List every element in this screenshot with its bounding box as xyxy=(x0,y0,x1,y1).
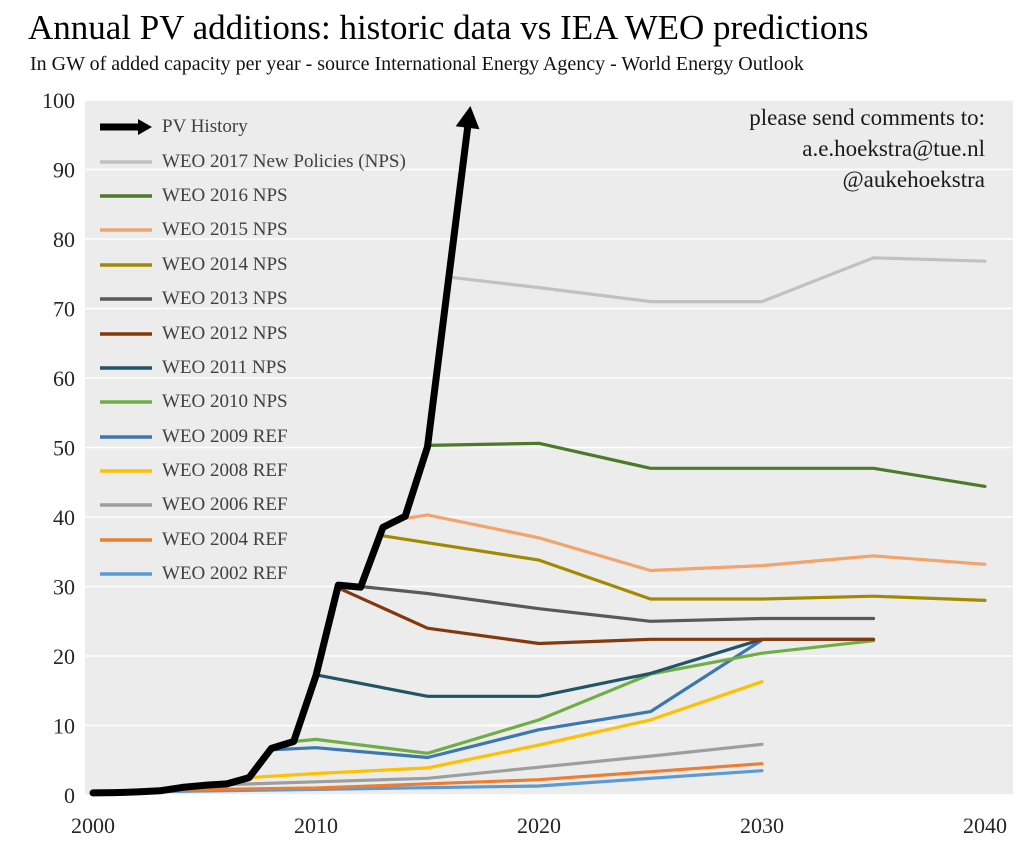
legend-line-swatch xyxy=(100,297,152,301)
legend-item-weo-2011-nps: WEO 2011 NPS xyxy=(100,351,406,385)
series-line-weo-2015-nps xyxy=(403,513,987,573)
y-tick-label: 50 xyxy=(53,436,75,461)
series-line-weo-2016-nps xyxy=(425,441,987,488)
legend-line-swatch xyxy=(100,434,152,439)
legend-line-swatch xyxy=(100,503,152,508)
legend-item-weo-2013-nps: WEO 2013 NPS xyxy=(100,282,406,316)
legend-line-swatch xyxy=(100,194,152,198)
legend-label: WEO 2002 REF xyxy=(162,563,288,585)
legend-item-weo-2012-nps: WEO 2012 NPS xyxy=(100,316,406,350)
legend: PV History WEO 2017 New Policies (NPS) WEO… xyxy=(100,110,406,591)
legend-item-weo-2017-new-policies-nps: WEO 2017 New Policies (NPS) xyxy=(100,144,406,178)
legend-label: WEO 2015 NPS xyxy=(162,219,288,241)
y-tick-label: 40 xyxy=(53,505,75,530)
legend-line-swatch xyxy=(100,469,152,473)
y-tick-label: 0 xyxy=(64,783,75,808)
y-tick-label: 90 xyxy=(53,158,75,183)
annotation-line-2: a.e.hoekstra@tue.nl xyxy=(802,136,985,161)
x-tick-label: 2040 xyxy=(963,813,1007,838)
legend-item-weo-2015-nps: WEO 2015 NPS xyxy=(100,213,406,247)
y-tick-label: 30 xyxy=(53,575,75,600)
annotation-line-3: @aukehoekstra xyxy=(842,167,985,192)
legend-item-weo-2002-ref: WEO 2002 REF xyxy=(100,557,406,591)
legend-item-weo-2009-ref: WEO 2009 REF xyxy=(100,420,406,454)
series-line-weo-2006-ref xyxy=(202,742,764,787)
pv-history-arrowhead xyxy=(455,106,480,130)
series-line-weo-2008-ref xyxy=(247,680,764,780)
legend-label: PV History xyxy=(162,116,248,138)
legend-line-swatch xyxy=(100,159,152,164)
legend-line-swatch xyxy=(100,572,152,577)
x-tick-label: 2030 xyxy=(740,813,784,838)
chart-title: Annual PV additions: historic data vs IE… xyxy=(28,8,869,47)
legend-label: WEO 2012 NPS xyxy=(162,322,288,344)
legend-item-weo-2014-nps: WEO 2014 NPS xyxy=(100,248,406,282)
legend-arrow-swatch xyxy=(100,119,152,136)
legend-item-pv-history: PV History xyxy=(100,110,406,144)
x-tick-label: 2000 xyxy=(71,813,115,838)
legend-item-weo-2016-nps: WEO 2016 NPS xyxy=(100,179,406,213)
annotation-line-1: please send comments to: xyxy=(749,105,985,130)
annotation-note: please send comments to: a.e.hoekstra@tu… xyxy=(749,102,985,195)
x-tick-label: 2010 xyxy=(294,813,338,838)
legend-line-swatch xyxy=(100,538,152,542)
legend-label: WEO 2014 NPS xyxy=(162,253,288,275)
legend-label: WEO 2016 NPS xyxy=(162,184,288,206)
series-line-weo-2017-new-policies-nps xyxy=(448,256,987,304)
legend-line-swatch xyxy=(100,366,152,370)
series-line-weo-2012-nps xyxy=(336,586,876,646)
legend-label: WEO 2010 NPS xyxy=(162,391,288,413)
series-line-pv-history xyxy=(89,124,472,797)
legend-label: WEO 2004 REF xyxy=(162,528,288,550)
legend-line-swatch xyxy=(100,263,152,267)
y-tick-label: 70 xyxy=(53,297,75,322)
series-line-weo-2014-nps xyxy=(381,534,987,603)
series-line-weo-2009-ref xyxy=(269,638,764,760)
chart-subtitle: In GW of added capacity per year - sourc… xyxy=(30,53,804,75)
y-tick-label: 20 xyxy=(53,644,75,669)
x-tick-label: 2020 xyxy=(517,813,561,838)
y-tick-label: 10 xyxy=(53,714,75,739)
series-line-weo-2013-nps xyxy=(359,584,876,623)
y-tick-label: 60 xyxy=(53,366,75,391)
series-line-weo-2004-ref xyxy=(158,762,764,792)
legend-label: WEO 2006 REF xyxy=(162,494,288,516)
legend-label: WEO 2009 REF xyxy=(162,425,288,447)
legend-label: WEO 2013 NPS xyxy=(162,288,288,310)
legend-item-weo-2008-ref: WEO 2008 REF xyxy=(100,454,406,488)
legend-line-swatch xyxy=(100,400,152,405)
legend-line-swatch xyxy=(100,228,152,233)
legend-label: WEO 2017 New Policies (NPS) xyxy=(162,150,406,172)
legend-item-weo-2006-ref: WEO 2006 REF xyxy=(100,488,406,522)
legend-label: WEO 2008 REF xyxy=(162,460,288,482)
legend-line-swatch xyxy=(100,331,152,336)
legend-item-weo-2004-ref: WEO 2004 REF xyxy=(100,523,406,557)
legend-label: WEO 2011 NPS xyxy=(162,356,287,378)
y-tick-label: 100 xyxy=(42,88,75,113)
legend-item-weo-2010-nps: WEO 2010 NPS xyxy=(100,385,406,419)
series-line-weo-2010-nps xyxy=(292,639,876,755)
y-tick-label: 80 xyxy=(53,227,75,252)
